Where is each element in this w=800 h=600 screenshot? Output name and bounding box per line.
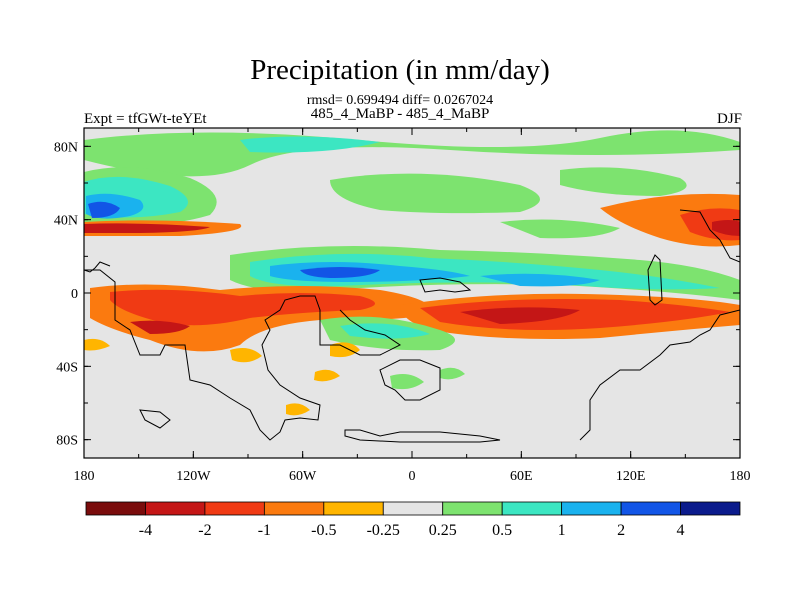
plot-title: Precipitation (in mm/day) xyxy=(250,54,550,86)
contour-eq-blue2 xyxy=(480,273,600,287)
contour-blob6 xyxy=(440,367,465,380)
lat-tick-label: 40S xyxy=(56,360,78,375)
coast-arctic-north xyxy=(84,261,111,273)
contour-blob7 xyxy=(84,338,110,351)
colorbar-label: -0.5 xyxy=(311,522,336,539)
coast-indonesia xyxy=(419,277,472,293)
colorbar-swatch xyxy=(263,501,325,516)
colorbar-swatch xyxy=(382,501,444,516)
colorbar-swatch xyxy=(85,501,146,516)
colorbar-swatch xyxy=(204,501,265,516)
lat-axis: 80N 40N 0 40S 80S xyxy=(54,140,740,449)
lon-tick-label: 180 xyxy=(74,469,95,484)
colorbar-label: 0.5 xyxy=(492,522,512,539)
colorbar-swatch xyxy=(145,501,206,516)
contour-spcz-dark xyxy=(460,307,580,324)
lon-tick-label: 0 xyxy=(409,469,416,484)
contour-sh-cyan xyxy=(340,323,430,339)
season-label: DJF xyxy=(716,111,742,127)
contour-npac-dark xyxy=(88,201,120,218)
contour-eq-dark xyxy=(300,267,380,278)
colorbar-label: 2 xyxy=(617,522,625,539)
colorbar-swatch xyxy=(442,501,503,516)
contour-blob1 xyxy=(330,342,360,358)
lon-tick-label: 120E xyxy=(616,469,646,484)
lon-tick-label: 60W xyxy=(289,469,317,484)
lon-tick-label: 60E xyxy=(510,469,533,484)
lon-axis: 180 120W 60W 0 60E 120E 180 xyxy=(74,128,751,484)
contour-tropic-red xyxy=(110,289,375,326)
coast-sa-bottom xyxy=(139,409,171,429)
coast-africa-south xyxy=(379,359,441,401)
contour-blob4 xyxy=(390,374,424,390)
colorbar-label: -4 xyxy=(139,522,152,539)
coast-australia xyxy=(579,309,740,441)
contour-blob3 xyxy=(230,348,262,363)
lat-tick-label: 40N xyxy=(54,214,78,229)
lon-tick-label: 120W xyxy=(176,469,211,484)
coast-south-america xyxy=(84,269,401,441)
lat-tick-label: 80S xyxy=(56,434,78,449)
experiment-label: Expt = tfGWt-teYEt xyxy=(84,111,207,127)
contour-tropic-dark xyxy=(130,320,190,334)
contour-atl-green xyxy=(330,173,540,214)
plot-subtitle: 485_4_MaBP - 485_4_MaBP xyxy=(310,106,490,122)
colorbar-swatch xyxy=(680,501,741,516)
colorbar-label: 0.25 xyxy=(429,522,457,539)
lon-tick-label: 180 xyxy=(730,469,751,484)
contour-arctic-cyan xyxy=(240,136,380,153)
colorbar-label: -2 xyxy=(198,522,211,539)
colorbar-label: -1 xyxy=(258,522,271,539)
contour-eurasia-green xyxy=(560,167,687,196)
coast-pacific-islands xyxy=(647,254,663,306)
precip-field xyxy=(84,128,740,458)
colorbar-label: -0.25 xyxy=(367,522,400,539)
colorbar-swatch xyxy=(620,501,681,516)
stats-line: rmsd= 0.699494 diff= 0.0267024 xyxy=(306,93,494,108)
contour-nepac-dark xyxy=(712,220,740,236)
colorbar-label: 4 xyxy=(677,522,685,539)
lat-tick-label: 0 xyxy=(71,287,78,302)
contour-blob2 xyxy=(314,369,340,382)
coastlines xyxy=(84,209,740,443)
lat-tick-label: 80N xyxy=(54,140,78,155)
colorbar-label: 1 xyxy=(558,522,566,539)
colorbar-swatch xyxy=(323,501,384,516)
contour-40n-red xyxy=(84,223,210,233)
coast-asia-east xyxy=(679,209,740,263)
colorbar-swatch xyxy=(501,501,563,516)
colorbar: -4 -2 -1 -0.5 -0.25 0.25 0.5 1 2 4 xyxy=(85,501,741,539)
contour-eurasia-green2 xyxy=(500,219,620,239)
contour-blob5 xyxy=(286,403,310,416)
colorbar-swatch xyxy=(561,501,622,516)
coast-antarctica xyxy=(344,429,501,443)
